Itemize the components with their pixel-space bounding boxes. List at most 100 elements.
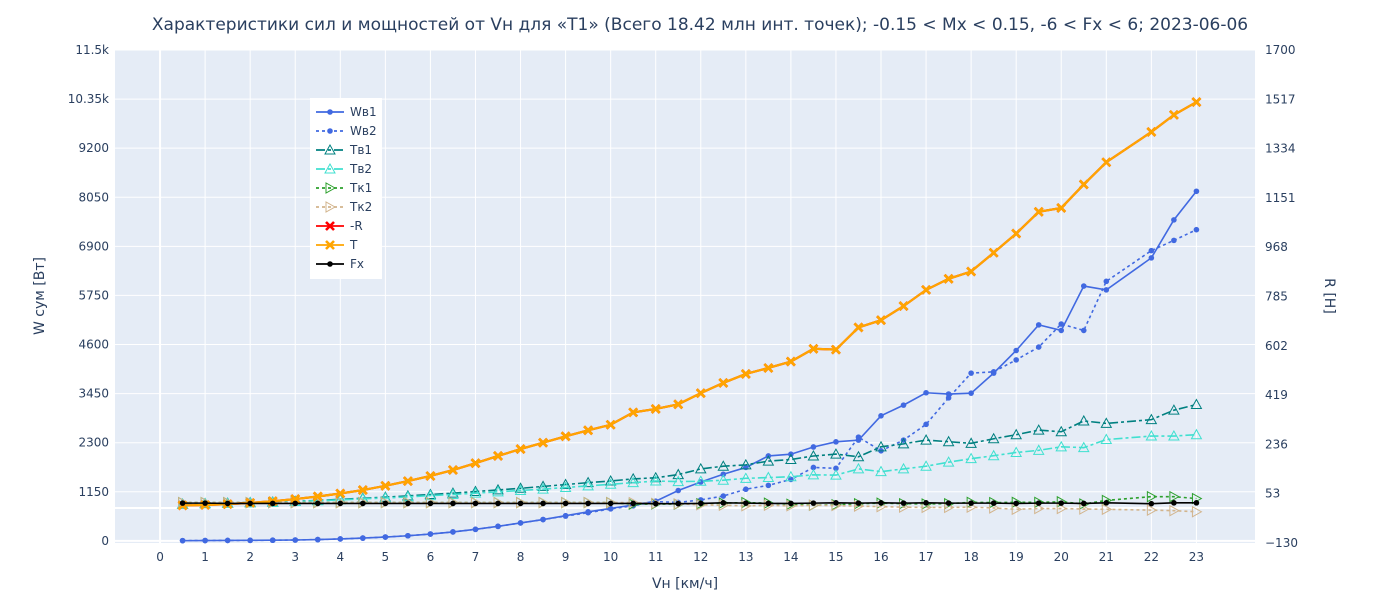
data-point [269, 537, 276, 544]
data-point [1145, 430, 1158, 441]
data-point [1148, 247, 1155, 254]
data-point [447, 488, 459, 500]
data-point [1035, 500, 1042, 506]
data-point [855, 434, 862, 440]
x-tick-label: 4 [336, 550, 344, 564]
data-point [425, 471, 436, 481]
data-point [405, 532, 411, 539]
data-point [269, 500, 276, 507]
data-point [357, 485, 368, 495]
data-point [495, 523, 501, 530]
data-point [763, 363, 774, 373]
data-point [1103, 500, 1110, 506]
x-tick-label: 17 [918, 550, 933, 564]
legend-item[interactable]: Wв1 [316, 105, 377, 119]
data-point [1101, 157, 1112, 168]
data-point [720, 500, 727, 506]
data-point [965, 437, 977, 448]
legend-item[interactable]: Fx [316, 257, 364, 271]
data-point [923, 389, 929, 396]
data-point [808, 343, 819, 354]
y-right-tick-label: 1151 [1265, 191, 1296, 205]
data-point [1058, 327, 1065, 334]
data-point [472, 500, 479, 507]
legend-swatch-marker [325, 221, 335, 231]
data-point [538, 437, 548, 448]
data-point [402, 476, 413, 487]
data-point [1032, 424, 1045, 435]
y-right-tick-label: 602 [1265, 339, 1288, 353]
data-point [762, 471, 775, 483]
data-point [810, 464, 817, 471]
x-tick-label: 16 [873, 550, 888, 564]
data-point [540, 500, 546, 507]
data-point [739, 472, 752, 483]
data-point [945, 395, 952, 401]
data-point [878, 413, 884, 419]
legend-item[interactable]: Tк1 [316, 181, 372, 195]
data-point [988, 247, 999, 258]
data-point [743, 486, 749, 493]
data-point [968, 500, 974, 506]
x-tick-label: 5 [382, 550, 390, 564]
data-point [720, 493, 727, 499]
data-point [247, 537, 253, 544]
legend-item[interactable]: Тв1 [316, 143, 372, 157]
x-tick-label: 9 [562, 550, 570, 564]
data-point [292, 537, 299, 543]
data-point [717, 474, 730, 485]
x-tick-label: 12 [693, 550, 708, 564]
data-point [607, 506, 614, 512]
x-tick-label: 20 [1054, 550, 1069, 564]
data-point [1146, 504, 1158, 516]
legend-item[interactable]: Тв2 [316, 162, 372, 176]
y-right-tick-label: 1334 [1265, 142, 1296, 156]
data-point [897, 462, 910, 474]
legend-swatch-marker [325, 201, 337, 213]
legend-item[interactable]: T [316, 238, 358, 252]
data-point [765, 482, 772, 489]
x-tick-label: 18 [963, 550, 978, 564]
data-point [694, 475, 707, 486]
legend-item[interactable]: Tк2 [316, 200, 372, 214]
data-point [900, 500, 907, 506]
y-left-tick-label: 9200 [78, 141, 109, 155]
y-right-tick-label: 1700 [1265, 43, 1296, 57]
y-left-tick-label: 0 [101, 534, 109, 548]
data-point [990, 500, 997, 506]
data-point [540, 516, 546, 523]
data-point [450, 529, 456, 535]
data-point [853, 322, 864, 333]
data-point [1032, 444, 1045, 455]
data-point [604, 478, 617, 489]
data-point [335, 488, 346, 499]
data-point [923, 500, 929, 506]
data-point [492, 485, 504, 497]
data-point [202, 500, 208, 506]
data-point [923, 421, 929, 428]
data-point [788, 500, 794, 507]
legend-swatch-marker [327, 109, 333, 115]
data-point [830, 469, 842, 480]
series-layer [176, 97, 1203, 544]
data-point [1055, 440, 1068, 452]
data-point [1103, 287, 1110, 293]
x-tick-label: 8 [517, 550, 525, 564]
data-point [878, 500, 884, 506]
data-point [605, 419, 616, 430]
y-left-tick-label: 11.5k [75, 43, 109, 57]
legend-item[interactable]: -R [316, 219, 363, 233]
data-point [179, 500, 186, 506]
data-point [987, 449, 1000, 461]
data-point [762, 455, 775, 466]
legend-item[interactable]: Wв2 [316, 124, 377, 138]
data-point [920, 434, 932, 445]
y-right-axis-title: R [Н] [1321, 278, 1337, 314]
data-point [672, 475, 685, 487]
data-point [695, 388, 706, 399]
data-point [1078, 179, 1089, 190]
data-point [831, 344, 841, 355]
data-point [1056, 203, 1067, 213]
x-tick-label: 11 [648, 550, 663, 564]
data-point [312, 491, 323, 502]
